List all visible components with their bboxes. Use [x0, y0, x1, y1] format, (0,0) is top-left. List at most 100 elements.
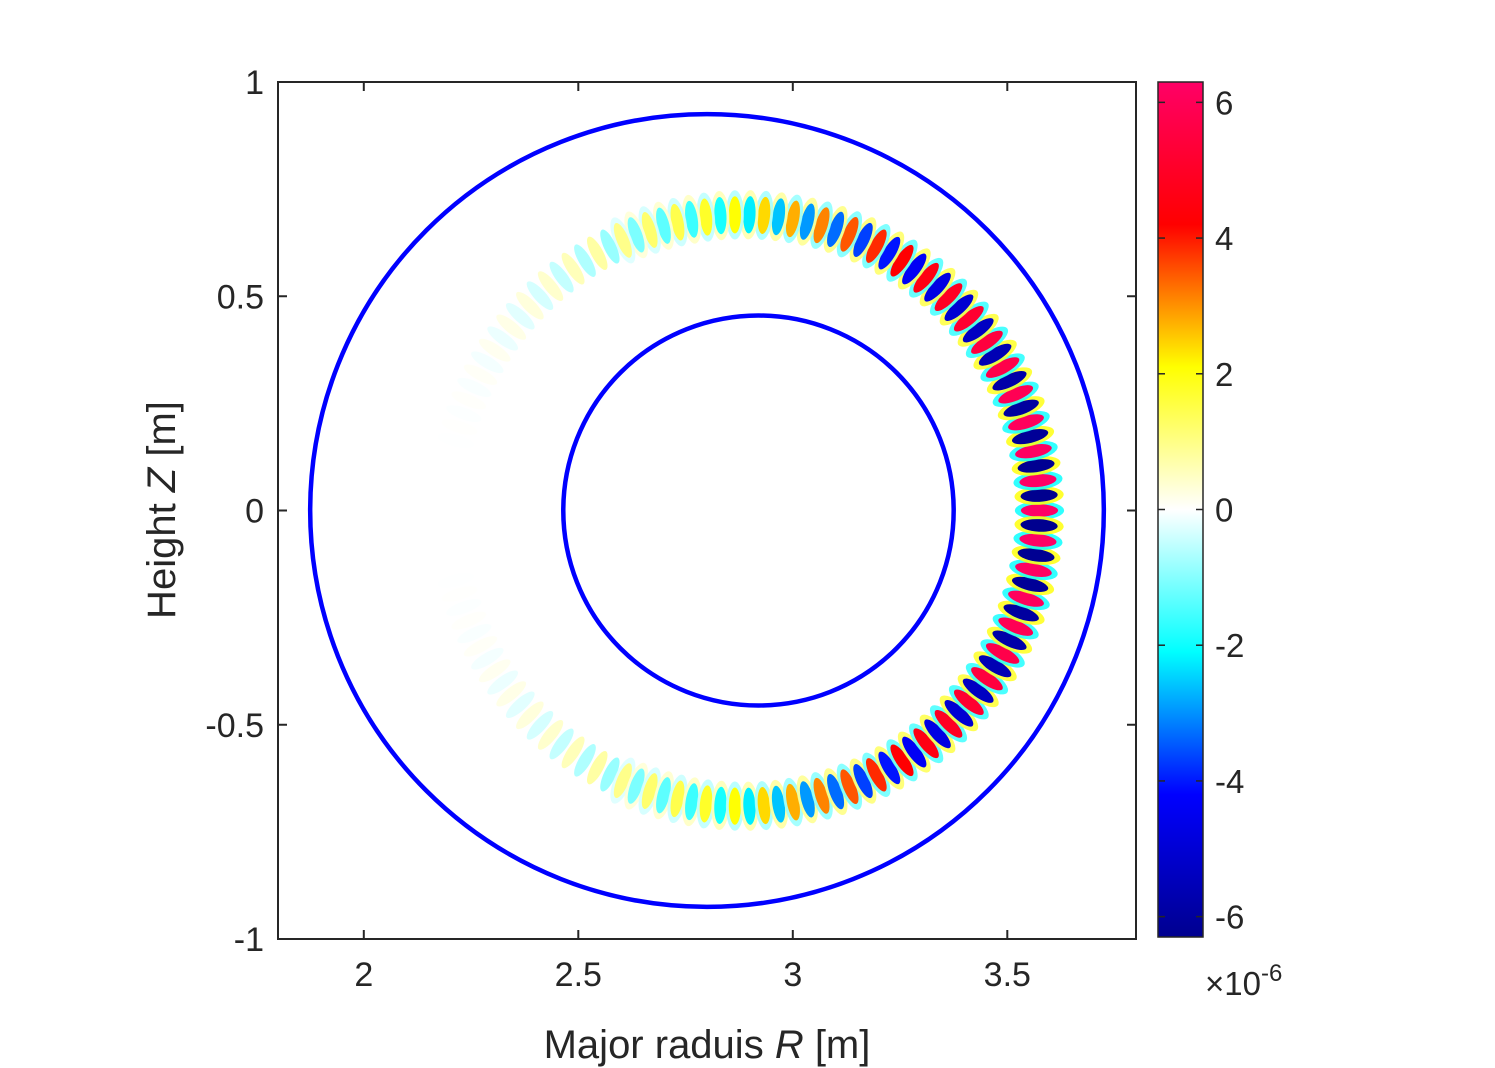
mode-blob-core [432, 546, 469, 560]
y-tick-label: 0 [245, 493, 264, 531]
mode-blob [610, 217, 636, 264]
mode-blob [638, 206, 661, 254]
mode-blob [696, 192, 716, 242]
mode-blob-core [934, 283, 963, 312]
mode-blob-core [799, 203, 815, 240]
mode-blob-core [437, 433, 474, 448]
mode-blob [986, 367, 1033, 395]
colorbar-tick-label: 0 [1215, 492, 1233, 529]
mode-blob-core [574, 244, 596, 277]
mode-blob [463, 636, 498, 657]
mode-blob-core [430, 476, 468, 489]
mode-blob-core [1011, 576, 1049, 592]
mode-blob [496, 681, 527, 707]
colorbar-tick-label: 2 [1215, 356, 1233, 393]
mode-blob [849, 758, 877, 804]
mode-blob-core [685, 200, 699, 238]
mode-blob [939, 695, 979, 732]
mode-blob [430, 476, 468, 489]
mode-blob [1014, 501, 1065, 520]
mode-blob [457, 623, 492, 644]
mode-blob-core [1015, 444, 1052, 459]
mode-blob [441, 586, 478, 602]
mode-blob-core [505, 302, 535, 330]
mode-blob [1013, 471, 1063, 491]
mode-blob-core [516, 701, 544, 730]
mode-blob [874, 746, 905, 790]
mode-blob [624, 211, 648, 259]
mode-blob-core [971, 330, 1003, 354]
mode-blob [929, 278, 968, 316]
mode-blob [487, 326, 519, 351]
mode-blob [682, 777, 702, 827]
mode-blob-core [978, 343, 1012, 366]
mode-blob [429, 490, 467, 503]
mode-blob [600, 229, 620, 264]
mode-blob-core [1003, 399, 1039, 417]
mode-blob [725, 190, 744, 240]
mode-blob [478, 338, 511, 362]
mode-blob-core [757, 196, 771, 234]
mode-blob-core [600, 757, 620, 792]
mode-blob-core [670, 203, 685, 241]
mode-blob [457, 377, 492, 398]
colorbar-tick-label: -4 [1215, 763, 1244, 800]
mode-blob-core [537, 271, 564, 302]
mode-blob [836, 763, 863, 810]
mode-structure [428, 190, 1065, 831]
mode-blob-core [771, 785, 786, 823]
mode-blob-core [434, 447, 472, 462]
mode-blob [1002, 587, 1050, 611]
mode-blob-core [785, 200, 800, 238]
boundary-inner [561, 313, 956, 708]
mode-blob-core [441, 586, 478, 602]
mode-blob-core [613, 763, 632, 798]
mode-blob-core [685, 783, 699, 821]
y-axis-label: Height Z [m] [140, 401, 184, 619]
mode-blob-core [429, 518, 467, 531]
mode-blob-core [813, 207, 830, 244]
mode-blob-core [840, 769, 859, 805]
mode-blob-core [1008, 414, 1044, 431]
mode-blob [1011, 545, 1061, 565]
x-tick-label: 2.5 [555, 956, 602, 994]
mode-blob [434, 447, 472, 462]
mode-blob-core [878, 751, 901, 785]
mode-blob-core [728, 787, 741, 825]
mode-blob [526, 281, 554, 311]
mode-blob-core [613, 223, 632, 258]
mode-blob [600, 757, 620, 792]
mode-blob [496, 314, 527, 340]
mode-blob [973, 651, 1017, 682]
mode-blob-core [574, 744, 596, 777]
mode-blob [432, 461, 469, 475]
mode-blob [948, 301, 989, 336]
mode-blob-core [743, 196, 756, 234]
mode-blob-core [549, 261, 574, 293]
mode-blob-core [924, 719, 951, 749]
mode-blob [638, 767, 661, 815]
mode-blob [862, 224, 891, 269]
mode-blob-core [434, 559, 472, 574]
mode-blob-core [600, 229, 620, 264]
y-tick-label: -1 [234, 921, 264, 959]
mode-blob [823, 206, 848, 253]
mode-blob-core [953, 689, 984, 716]
mode-blob [711, 191, 730, 241]
mode-blob [505, 302, 535, 330]
mode-blob-core [432, 461, 469, 475]
mode-blob [574, 744, 596, 777]
mode-blob-core [487, 670, 519, 695]
mode-blob-core [1017, 548, 1055, 562]
mode-blob-core [902, 736, 927, 768]
mode-blob [754, 781, 774, 831]
mode-blob-core [586, 236, 608, 270]
mode-blob [537, 271, 564, 302]
mode-blob-core [471, 647, 504, 670]
mode-blob [908, 257, 944, 298]
mode-blob-core [428, 504, 467, 517]
mode-blob [451, 611, 487, 630]
mode-blob [574, 244, 596, 277]
mode-blob-core [446, 405, 482, 423]
